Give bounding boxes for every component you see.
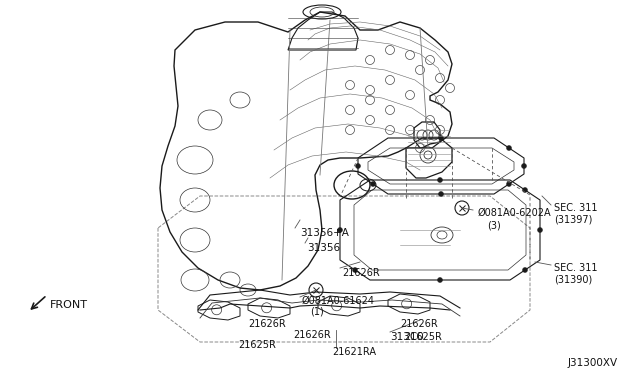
Text: (3): (3) (487, 221, 500, 231)
Circle shape (438, 192, 444, 196)
Text: SEC. 311: SEC. 311 (554, 263, 598, 273)
Text: 313C0: 313C0 (390, 332, 424, 342)
Text: 21621RA: 21621RA (332, 347, 376, 357)
Circle shape (353, 267, 358, 273)
Circle shape (506, 182, 511, 186)
Text: 21626R: 21626R (293, 330, 331, 340)
Circle shape (438, 135, 444, 141)
Circle shape (522, 164, 527, 169)
Circle shape (522, 267, 527, 273)
Text: (1): (1) (310, 307, 324, 317)
Circle shape (355, 164, 360, 169)
Text: 31356+A: 31356+A (300, 228, 349, 238)
Circle shape (337, 228, 342, 232)
Text: 21625R: 21625R (238, 340, 276, 350)
Circle shape (522, 187, 527, 192)
Text: 21626R: 21626R (342, 268, 380, 278)
Circle shape (371, 182, 376, 186)
Text: FRONT: FRONT (50, 300, 88, 310)
Circle shape (438, 177, 442, 183)
Text: Ø081A0-61624: Ø081A0-61624 (302, 296, 375, 306)
Text: SEC. 311: SEC. 311 (554, 203, 598, 213)
Text: 21625R: 21625R (404, 332, 442, 342)
Text: 21626R: 21626R (400, 319, 438, 329)
Circle shape (538, 228, 543, 232)
Text: 21626R: 21626R (248, 319, 285, 329)
Text: (31397): (31397) (554, 214, 593, 224)
Text: J31300XV: J31300XV (568, 358, 618, 368)
Circle shape (438, 278, 442, 282)
Text: 31356: 31356 (307, 243, 340, 253)
Text: Ø081A0-6202A: Ø081A0-6202A (478, 208, 552, 218)
Text: (31390): (31390) (554, 274, 592, 284)
Circle shape (506, 145, 511, 151)
